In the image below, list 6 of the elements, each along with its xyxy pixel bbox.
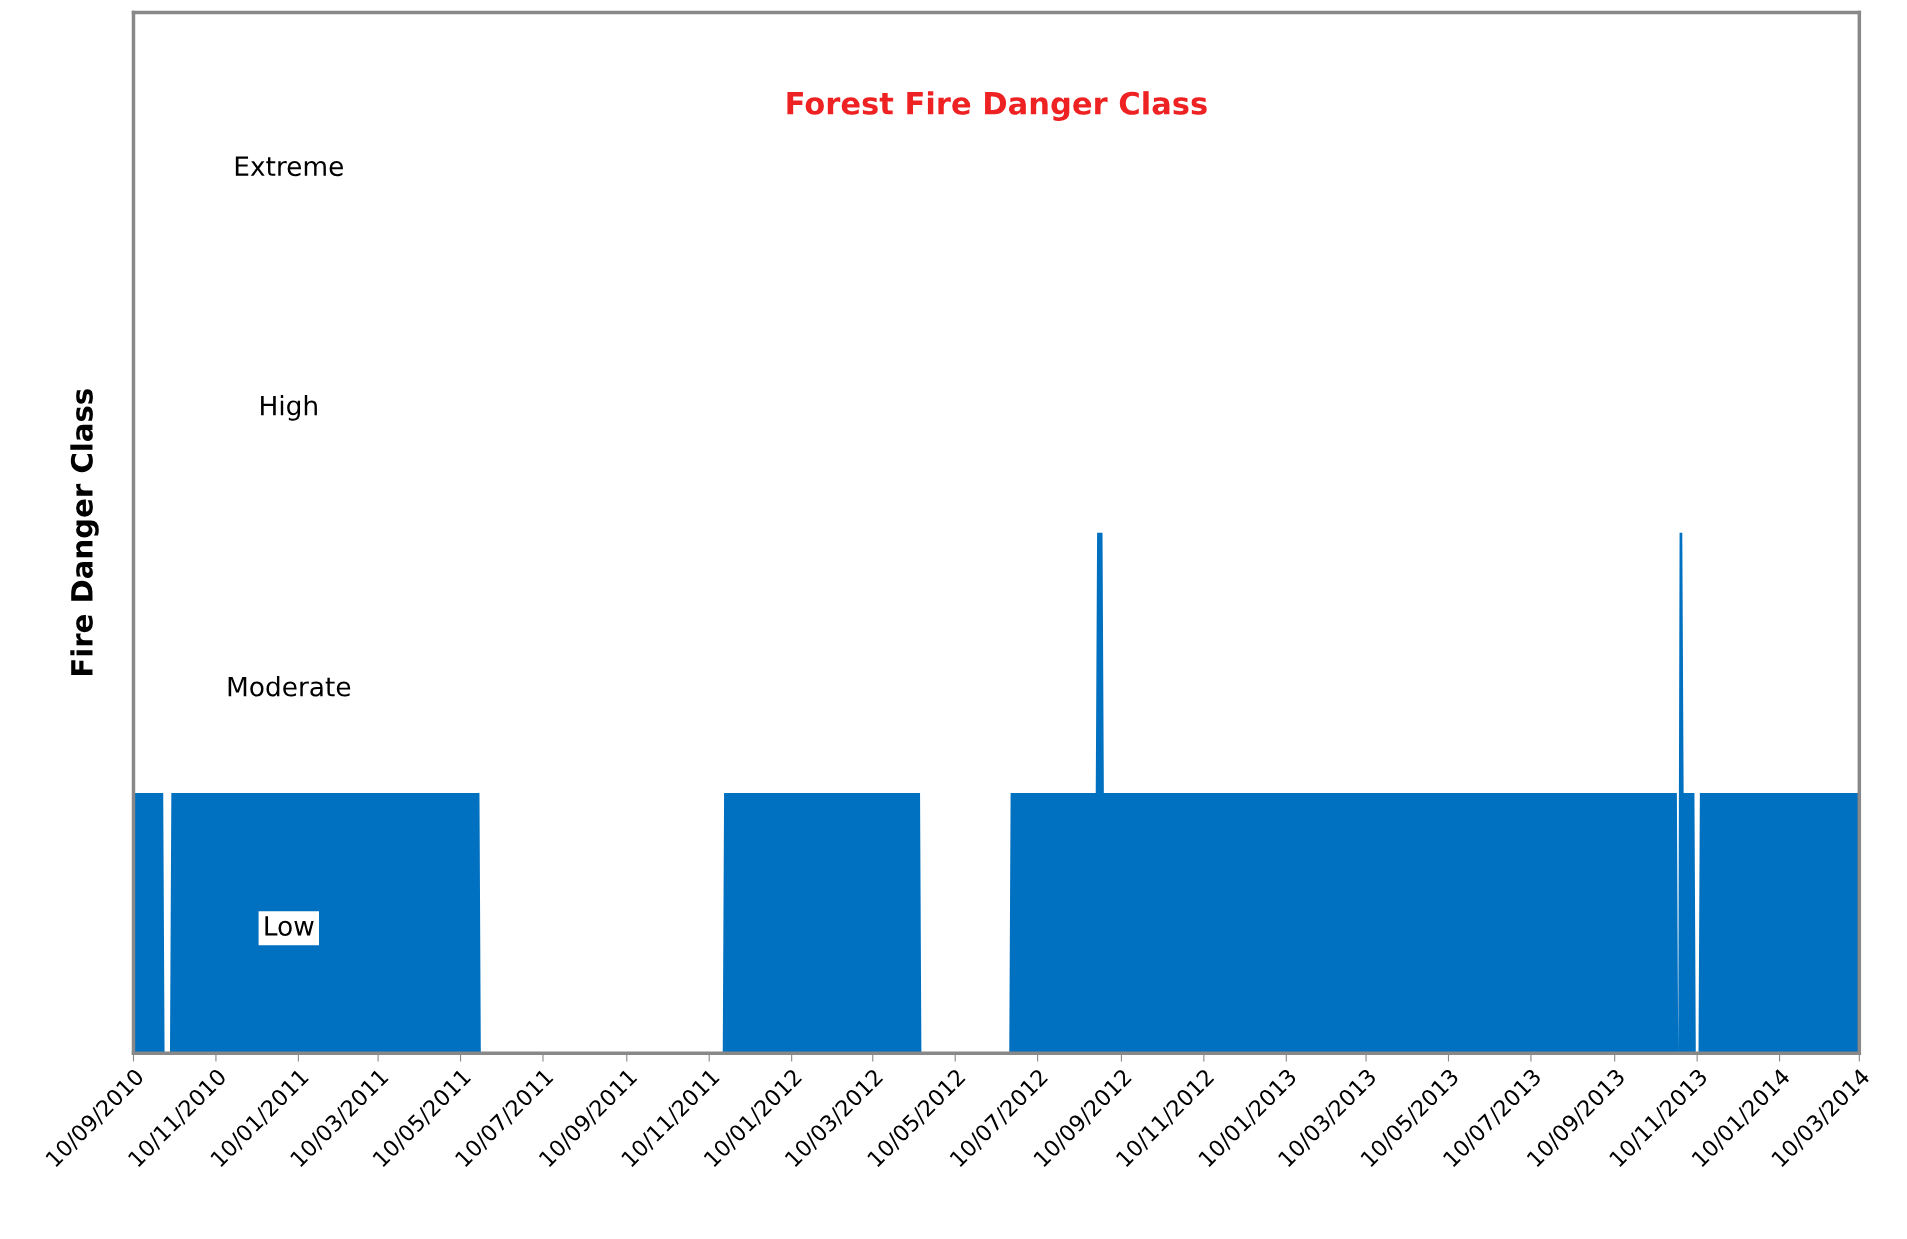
text: Forest Fire Danger Class (787, 91, 1207, 121)
y-axis-title: Fire Danger Class (70, 389, 99, 676)
annotation: Extreme (235, 156, 343, 177)
annotation: Moderate (228, 676, 351, 697)
annotation: Low (265, 916, 314, 936)
annotation: High (261, 395, 317, 421)
